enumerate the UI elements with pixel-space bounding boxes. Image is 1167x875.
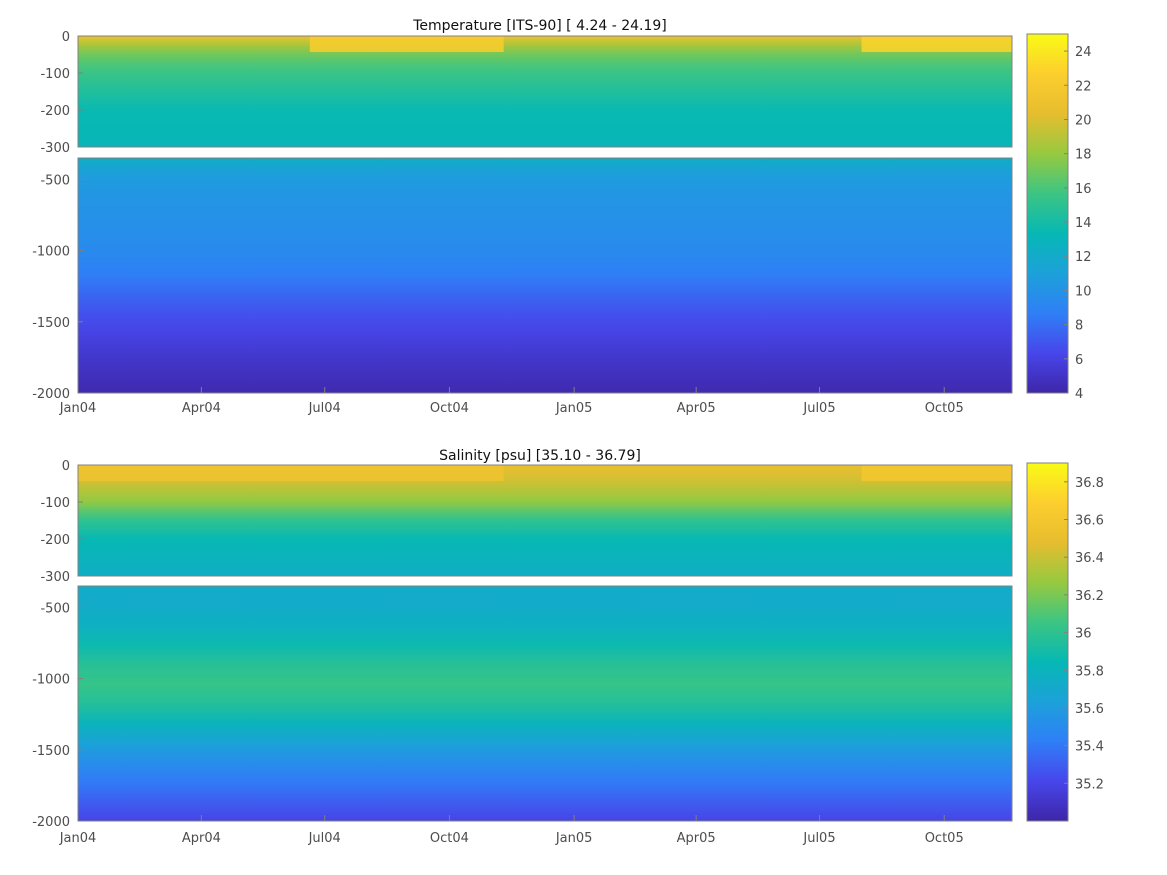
temperature-colorbar-scale [1026, 33, 1069, 394]
salinity-chart: Salinity [psu] [35.10 - 36.79] 0 -100 -200… [32, 448, 1104, 846]
salinity-xtick-label-7: Oct05 [925, 831, 964, 846]
salinity-colorbar-label-1: 36.6 [1075, 514, 1104, 529]
temperature-lower-frame [77, 157, 1013, 394]
temperature-chart: Temperature [ITS-90] [ 4.24 - 24.19] 0 -1… [32, 18, 1091, 416]
temperature-colorbar-label-9: 6 [1075, 353, 1083, 368]
temperature-colorbar-label-7: 10 [1075, 284, 1092, 299]
temperature-upper-frame [77, 35, 1013, 148]
salinity-title: Salinity [psu] [35.10 - 36.79] [439, 448, 641, 464]
salinity-colorbar-label-6: 35.6 [1075, 702, 1104, 717]
salinity-upper-ytick-label-1: -100 [40, 496, 70, 511]
temperature-xtick-label-6: Jul05 [802, 401, 835, 416]
salinity-lower-ytick-label-2: -1500 [32, 744, 70, 759]
temperature-upper-ytick-label-3: -300 [40, 141, 70, 156]
salinity-upper-frame [77, 464, 1013, 577]
temperature-upper-ytick-label-1: -100 [40, 67, 70, 82]
temperature-upper-ytick-label-0: 0 [62, 30, 70, 45]
salinity-upper-ytick-label-2: -200 [40, 533, 70, 548]
salinity-lower-ytick-label-1: -1000 [32, 673, 70, 688]
temperature-title: Temperature [ITS-90] [ 4.24 - 24.19] [412, 18, 667, 34]
salinity-upper-ytick-label-0: 0 [62, 459, 70, 474]
temperature-colorbar-label-1: 22 [1075, 79, 1092, 94]
temperature-colorbar-label-2: 20 [1075, 113, 1092, 128]
salinity-xtick-label-5: Apr05 [677, 831, 716, 846]
salinity-xtick-label-1: Apr04 [182, 831, 221, 846]
temperature-colorbar-label-10: 4 [1075, 387, 1083, 402]
temperature-upper-ytick-label-2: -200 [40, 104, 70, 119]
salinity-surface-band-0 [78, 465, 504, 481]
temperature-colorbar-label-5: 14 [1075, 216, 1092, 231]
temperature-lower-ytick-label-2: -1500 [32, 316, 70, 331]
temperature-lower-field [78, 158, 1012, 393]
salinity-colorbar-label-5: 35.8 [1075, 664, 1104, 679]
salinity-xtick-label-2: Jul04 [308, 831, 341, 846]
temperature-upper-field [78, 36, 1012, 147]
temperature-surface-band-1 [861, 36, 1012, 52]
salinity-upper-field [78, 465, 1012, 576]
salinity-lower-ytick-label-3: -2000 [32, 815, 70, 830]
salinity-lower-ytick-label-0: -500 [40, 601, 70, 616]
temperature-colorbar: 24 22 20 18 16 14 12 10 8 6 4 [1026, 33, 1092, 402]
temperature-surface-band-0 [309, 36, 504, 52]
salinity-xtick-label-0: Jan04 [59, 831, 97, 846]
temperature-xtick-label-2: Jul04 [308, 401, 341, 416]
temperature-colorbar-label-0: 24 [1075, 45, 1092, 60]
salinity-xtick-label-4: Jan05 [555, 831, 593, 846]
salinity-xtick-label-6: Jul05 [802, 831, 835, 846]
temperature-xtick-label-5: Apr05 [677, 401, 716, 416]
temperature-xtick-label-0: Jan04 [59, 401, 97, 416]
temperature-lower-ytick-label-1: -1000 [32, 245, 70, 260]
temperature-x-axis: Jan04 Apr04 Jul04 Oct04 Jan05 Apr05 Jul05 Oct05 [59, 387, 964, 416]
temperature-lower-ytick-label-3: -2000 [32, 387, 70, 402]
temperature-xtick-label-7: Oct05 [925, 401, 964, 416]
salinity-colorbar-label-8: 35.2 [1075, 777, 1104, 792]
salinity-colorbar: 36.8 36.6 36.4 36.2 36 35.8 35.6 35.4 35.2 [1026, 462, 1104, 822]
temperature-xtick-label-3: Oct04 [430, 401, 469, 416]
temperature-lower-panel: -500 -1000 -1500 -2000 [32, 157, 1013, 402]
temperature-xtick-label-1: Apr04 [182, 401, 221, 416]
salinity-surface-band-1 [861, 465, 1012, 481]
salinity-colorbar-label-2: 36.4 [1075, 551, 1104, 566]
temperature-upper-panel: 0 -100 -200 -300 [40, 30, 1013, 156]
salinity-colorbar-label-0: 36.8 [1075, 476, 1104, 491]
temperature-lower-ytick-label-0: -500 [40, 173, 70, 188]
salinity-xtick-label-3: Oct04 [430, 831, 469, 846]
temperature-colorbar-label-6: 12 [1075, 250, 1092, 265]
temperature-colorbar-label-3: 18 [1075, 148, 1092, 163]
salinity-lower-frame [77, 585, 1013, 822]
salinity-upper-panel: 0 -100 -200 -300 [40, 459, 1013, 585]
salinity-colorbar-label-7: 35.4 [1075, 740, 1104, 755]
salinity-lower-panel: -500 -1000 -1500 -2000 [32, 585, 1013, 830]
temperature-xtick-label-4: Jan05 [555, 401, 593, 416]
salinity-upper-ytick-label-3: -300 [40, 570, 70, 585]
salinity-x-axis: Jan04 Apr04 Jul04 Oct04 Jan05 Apr05 Jul05 Oct05 [59, 815, 964, 846]
salinity-colorbar-label-4: 36 [1075, 627, 1092, 642]
temperature-colorbar-label-4: 16 [1075, 182, 1092, 197]
salinity-colorbar-label-3: 36.2 [1075, 589, 1104, 604]
salinity-lower-field [78, 586, 1012, 821]
temperature-colorbar-label-8: 8 [1075, 319, 1083, 334]
salinity-colorbar-scale [1026, 462, 1069, 822]
